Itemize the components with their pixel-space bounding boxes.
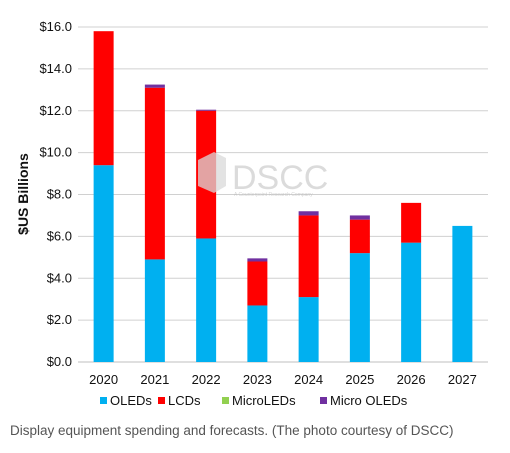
bar-segment-micro-oleds-2024	[298, 211, 319, 216]
legend: OLEDs LCDs MicroLEDs Micro OLEDs	[100, 393, 408, 408]
y-tick-label: $10.0	[39, 145, 72, 160]
x-tick-label: 2024	[294, 372, 323, 387]
bar-segment-oleds-2023	[247, 305, 268, 362]
legend-label-micro-oleds: Micro OLEDs	[330, 393, 408, 408]
bar-segment-lcds-2025	[349, 219, 370, 254]
y-axis-ticks: $0.0 $2.0 $4.0 $6.0 $8.0 $10.0 $12.0 $14.0 $16.0	[39, 19, 72, 369]
bar-segment-oleds-2025	[349, 253, 370, 362]
legend-label-microleds: MicroLEDs	[232, 393, 296, 408]
x-tick-label: 2023	[243, 372, 272, 387]
y-tick-label: $0.0	[47, 354, 72, 369]
bar-segment-lcds-2021	[144, 87, 165, 260]
bar-segment-lcds-2023	[247, 261, 268, 306]
x-tick-label: 2027	[448, 372, 477, 387]
legend-swatch-micro-oleds	[320, 397, 327, 404]
x-tick-label: 2025	[345, 372, 374, 387]
bar-segment-oleds-2020	[93, 165, 114, 362]
chart: $0.0 $2.0 $4.0 $6.0 $8.0 $10.0 $12.0 $14.0 $16.0…	[15, 19, 488, 408]
bar-segment-micro-oleds-2025	[349, 215, 370, 220]
bar-segment-micro-oleds-2023	[247, 258, 268, 262]
watermark: DSCC A Counterpoint Research Company	[198, 152, 328, 198]
bar-segment-lcds-2024	[298, 215, 319, 298]
dscc-logo-icon	[198, 152, 226, 193]
x-tick-label: 2021	[140, 372, 169, 387]
bar-segment-micro-oleds-2021	[144, 84, 165, 88]
x-tick-label: 2026	[397, 372, 426, 387]
legend-swatch-oleds	[100, 397, 107, 404]
x-tick-label: 2020	[89, 372, 118, 387]
y-axis-label: $US Billions	[15, 153, 31, 235]
y-tick-label: $8.0	[47, 187, 72, 202]
y-tick-label: $4.0	[47, 270, 72, 285]
legend-label-lcds: LCDs	[168, 393, 201, 408]
y-tick-label: $2.0	[47, 312, 72, 327]
legend-label-oleds: OLEDs	[110, 393, 152, 408]
y-tick-label: $16.0	[39, 19, 72, 34]
bar-segment-micro-oleds-2022	[196, 109, 217, 111]
caption: Display equipment spending and forecasts…	[10, 423, 454, 438]
bars	[93, 31, 473, 362]
bar-segment-oleds-2024	[298, 297, 319, 362]
y-tick-label: $12.0	[39, 103, 72, 118]
watermark-subtext: A Counterpoint Research Company	[234, 192, 313, 198]
bar-segment-oleds-2022	[196, 238, 217, 362]
bar-segment-lcds-2026	[401, 202, 422, 243]
y-tick-label: $14.0	[39, 61, 72, 76]
watermark-text: DSCC	[232, 159, 328, 197]
legend-swatch-microleds	[222, 397, 229, 404]
x-axis-ticks: 2020 2021 2022 2023 2024 2025 2026 2027	[89, 372, 477, 387]
bar-segment-lcds-2020	[93, 31, 114, 166]
legend-swatch-lcds	[158, 397, 165, 404]
x-tick-label: 2022	[192, 372, 221, 387]
bar-segment-oleds-2027	[452, 225, 473, 362]
bar-segment-oleds-2021	[144, 259, 165, 362]
y-tick-label: $6.0	[47, 228, 72, 243]
bar-segment-oleds-2026	[401, 242, 422, 362]
